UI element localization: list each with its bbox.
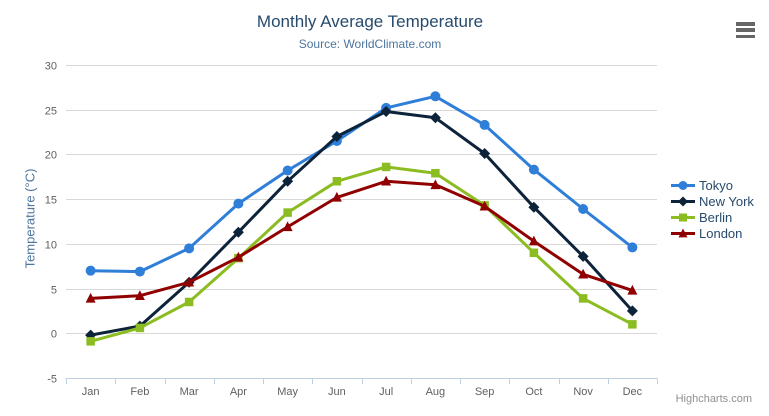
data-point-london-jun[interactable] xyxy=(331,191,342,202)
x-axis-tick-label: May xyxy=(277,386,298,398)
series-line-new-york[interactable] xyxy=(89,110,634,337)
series-london xyxy=(85,175,638,303)
data-point-tokyo-jan[interactable] xyxy=(85,265,96,276)
legend-label: Berlin xyxy=(699,209,733,225)
diamond-icon xyxy=(671,196,695,206)
data-point-london-nov[interactable] xyxy=(578,268,589,279)
data-point-berlin-mar[interactable] xyxy=(184,297,194,307)
export-menu-button[interactable] xyxy=(734,20,758,40)
triangle-icon xyxy=(671,228,695,237)
credits-link[interactable]: Highcharts.com xyxy=(675,393,752,405)
legend-item-new-york[interactable]: New York xyxy=(671,193,754,209)
data-point-new-york-aug[interactable] xyxy=(429,112,441,124)
data-point-new-york-jul[interactable] xyxy=(380,106,392,118)
data-point-berlin-dec[interactable] xyxy=(628,320,637,329)
x-axis-tick-label: Aug xyxy=(426,386,446,398)
x-axis-tick-label: Jan xyxy=(82,386,100,398)
legend-label: London xyxy=(699,225,743,241)
hamburger-icon xyxy=(736,22,755,26)
data-point-berlin-may[interactable] xyxy=(283,208,292,217)
chart-title: Monthly Average Temperature xyxy=(256,12,484,31)
data-point-berlin-jul[interactable] xyxy=(381,162,391,172)
data-point-berlin-oct[interactable] xyxy=(529,248,539,258)
data-point-london-apr[interactable] xyxy=(233,251,244,262)
legend-marker-icon xyxy=(679,213,687,221)
square-icon xyxy=(671,213,695,221)
series-line-berlin[interactable] xyxy=(89,165,634,343)
series-new-york xyxy=(85,106,638,341)
x-axis-tick-label: Mar xyxy=(180,386,199,398)
x-axis-tick-label: Dec xyxy=(623,386,643,398)
data-point-berlin-feb[interactable] xyxy=(135,323,145,333)
y-axis-tick-label: -5 xyxy=(47,374,57,386)
legend-marker-icon xyxy=(678,196,688,206)
data-point-berlin-jan[interactable] xyxy=(86,337,95,346)
data-point-london-oct[interactable] xyxy=(528,235,539,246)
data-point-berlin-nov[interactable] xyxy=(578,294,588,303)
x-axis-tick-label: Jun xyxy=(328,386,346,398)
data-point-new-york-may[interactable] xyxy=(282,175,294,187)
data-point-tokyo-may[interactable] xyxy=(282,165,293,176)
data-point-tokyo-aug[interactable] xyxy=(430,91,441,102)
y-axis-tick-label: 15 xyxy=(45,195,57,207)
data-point-london-may[interactable] xyxy=(282,221,293,232)
data-point-tokyo-feb[interactable] xyxy=(134,266,145,277)
x-axis-tick-label: Feb xyxy=(130,386,149,398)
data-point-new-york-sep[interactable] xyxy=(479,148,491,160)
data-point-tokyo-sep[interactable] xyxy=(479,119,490,130)
data-point-tokyo-dec[interactable] xyxy=(627,242,638,253)
data-point-tokyo-mar[interactable] xyxy=(184,243,195,254)
legend: Tokyo New York Berlin London xyxy=(671,177,754,241)
hamburger-icon xyxy=(736,28,755,32)
legend-item-tokyo[interactable]: Tokyo xyxy=(671,177,754,193)
legend-marker-icon xyxy=(678,180,688,190)
y-axis-tick-label: 0 xyxy=(51,329,57,341)
x-axis-tick-label: Apr xyxy=(230,386,247,398)
hamburger-icon xyxy=(736,34,755,38)
data-point-london-jul[interactable] xyxy=(381,175,392,186)
data-point-london-jan[interactable] xyxy=(85,292,96,303)
y-axis-tick-label: 5 xyxy=(51,285,57,297)
legend-marker-icon xyxy=(678,228,688,237)
y-axis-tick-label: 20 xyxy=(45,150,57,162)
legend-item-london[interactable]: London xyxy=(671,225,754,241)
data-point-new-york-apr[interactable] xyxy=(232,226,244,238)
x-axis-tick-label: Jul xyxy=(379,386,393,398)
data-point-london-aug[interactable] xyxy=(430,179,441,190)
x-axis-tick-label: Sep xyxy=(475,386,495,398)
data-point-new-york-dec[interactable] xyxy=(626,305,638,317)
data-point-london-mar[interactable] xyxy=(184,276,195,287)
data-point-london-dec[interactable] xyxy=(627,284,638,295)
data-point-tokyo-nov[interactable] xyxy=(578,203,589,214)
series-tokyo xyxy=(85,91,638,277)
chart-subtitle: Source: WorldClimate.com xyxy=(298,37,442,51)
data-point-tokyo-apr[interactable] xyxy=(233,198,244,209)
series-line-london[interactable] xyxy=(89,179,634,300)
data-point-new-york-oct[interactable] xyxy=(528,201,540,213)
x-axis-tick-label: Nov xyxy=(573,386,593,398)
y-axis-tick-label: 30 xyxy=(45,61,57,73)
data-point-new-york-nov[interactable] xyxy=(577,250,589,262)
data-point-london-sep[interactable] xyxy=(479,200,490,211)
circle-icon xyxy=(671,180,695,190)
data-point-berlin-aug[interactable] xyxy=(431,168,440,178)
data-point-london-feb[interactable] xyxy=(134,290,145,300)
data-point-new-york-jun[interactable] xyxy=(331,131,343,143)
legend-label: New York xyxy=(699,193,754,209)
x-axis-tick-label: Oct xyxy=(525,386,542,398)
legend-label: Tokyo xyxy=(699,177,733,193)
data-point-tokyo-oct[interactable] xyxy=(528,164,539,175)
data-point-berlin-jun[interactable] xyxy=(332,177,342,186)
legend-item-berlin[interactable]: Berlin xyxy=(671,209,754,225)
y-axis-tick-label: 10 xyxy=(45,240,57,252)
y-axis-tick-label: 25 xyxy=(45,106,57,118)
